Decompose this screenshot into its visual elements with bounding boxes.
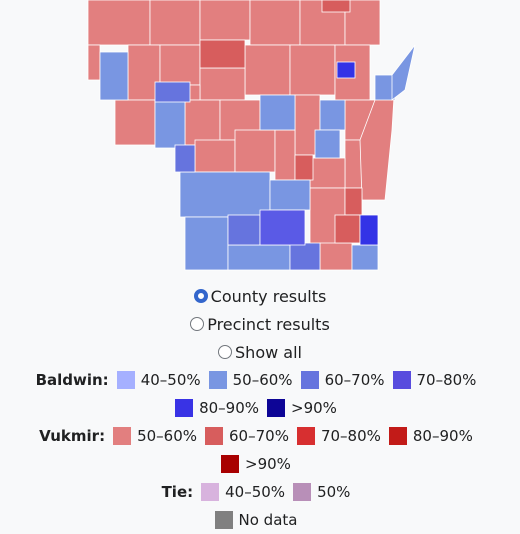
legend-label: 80–90% — [199, 399, 259, 417]
legend-item: 60–70% — [300, 366, 385, 394]
radio-button[interactable] — [218, 345, 233, 359]
legend-label: 40–50% — [140, 371, 201, 389]
radio-label[interactable]: Precinct results — [207, 314, 330, 334]
legend-label: 40–50% — [225, 483, 286, 501]
legend-row: Baldwin: 40–50% 50–60% 60–70% 70–80% 80–90% >9… — [5, 366, 515, 422]
legend-swatch — [296, 427, 315, 445]
legend-label: 80–90% — [412, 427, 473, 445]
legend-item: No data — [214, 506, 298, 534]
legend-swatch — [221, 455, 240, 473]
legend-label: >90% — [291, 399, 337, 417]
legend-swatch — [392, 371, 411, 389]
legend-swatch — [388, 427, 407, 445]
legend-label: No data — [238, 511, 298, 529]
legend-swatch — [175, 399, 194, 417]
legend-row: No data — [5, 506, 515, 534]
legend-group-name: Vukmir: — [39, 427, 106, 445]
legend-swatch — [116, 371, 135, 389]
radio-group: County results Precinct results Show all — [0, 282, 520, 366]
radio-option[interactable]: Precinct results — [190, 310, 330, 338]
legend-item: 50–60% — [113, 422, 197, 450]
radio-button[interactable] — [190, 317, 205, 331]
legend-label: 70–80% — [320, 427, 381, 445]
legend-swatch — [208, 371, 227, 389]
legend-swatch — [214, 511, 233, 529]
radio-option[interactable]: Show all — [218, 338, 302, 366]
legend-label: 50% — [317, 483, 351, 501]
legend-swatch — [300, 371, 319, 389]
legend-group-name: Baldwin: — [35, 371, 109, 389]
legend-swatch — [293, 483, 312, 501]
legend-item: >90% — [267, 394, 337, 422]
legend-item: 40–50% — [116, 366, 201, 394]
legend-label: >90% — [245, 455, 291, 473]
legend-item: 60–70% — [205, 422, 289, 450]
legend-item: >90% — [221, 450, 291, 478]
legend-swatch — [201, 483, 220, 501]
legend-label: 70–80% — [416, 371, 477, 389]
legend-item: 70–80% — [296, 422, 381, 450]
legend-swatch — [267, 399, 285, 417]
legend-item: 70–80% — [392, 366, 477, 394]
radio-label[interactable]: County results — [210, 286, 327, 306]
legend-label: 50–60% — [137, 427, 198, 445]
legend-label: 60–70% — [324, 371, 385, 389]
legend-row: Vukmir: 50–60% 60–70% 70–80% 80–90% >90% — [5, 422, 515, 478]
legend-item: 80–90% — [388, 422, 473, 450]
legend: Baldwin: 40–50% 50–60% 60–70% 70–80% 80–90% >9… — [0, 366, 520, 534]
legend-label: 50–60% — [232, 371, 293, 389]
radio-label[interactable]: Show all — [235, 342, 302, 362]
radio-button[interactable] — [193, 289, 208, 303]
wisconsin-map — [87, 0, 416, 271]
radio-option[interactable]: County results — [193, 282, 327, 310]
legend-group-name: Tie: — [161, 483, 194, 501]
legend-item: 50–60% — [208, 366, 293, 394]
legend-item: 40–50% — [201, 478, 285, 506]
legend-label: 60–70% — [229, 427, 289, 445]
legend-swatch — [205, 427, 224, 445]
legend-item: 50% — [293, 478, 350, 506]
legend-item: 80–90% — [175, 394, 259, 422]
legend-row: Tie: 40–50% 50% — [5, 478, 515, 506]
legend-swatch — [113, 427, 132, 445]
